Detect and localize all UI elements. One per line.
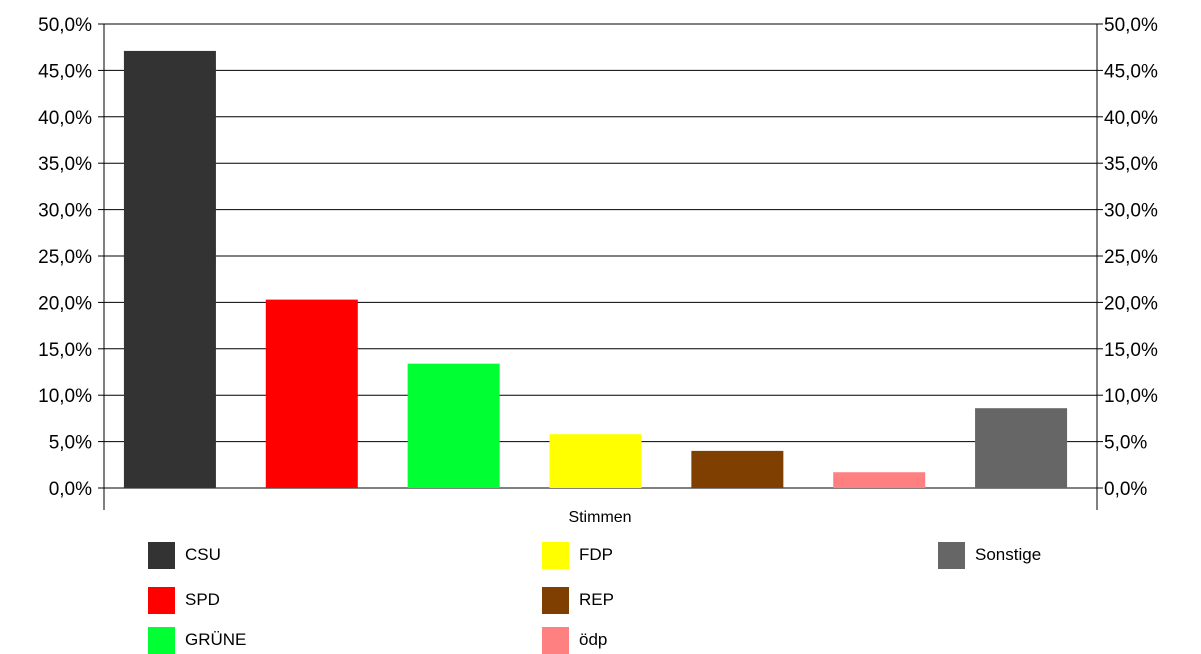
y-axis-left-ticks: 0,0% 5,0% 10,0% 15,0% 20,0% 25,0% 30,0% 35,0% 40… xyxy=(38,15,104,500)
y-tick-label-right: 45,0% xyxy=(1104,61,1158,82)
grid-lines xyxy=(104,23,1097,489)
y-tick-label-right: 10,0% xyxy=(1104,386,1158,407)
bars xyxy=(123,50,1068,489)
y-tick-label-right: 20,0% xyxy=(1104,293,1158,314)
y-tick-label-right: 35,0% xyxy=(1104,154,1158,175)
axes xyxy=(103,24,1098,510)
y-tick-label-right: 5,0% xyxy=(1104,433,1147,454)
y-tick-label-left: 5,0% xyxy=(49,433,92,454)
y-tick-label-left: 40,0% xyxy=(38,108,92,129)
y-tick-label-left: 30,0% xyxy=(38,201,92,222)
bar-fdp xyxy=(549,434,642,488)
y-tick-label-right: 0,0% xyxy=(1104,479,1147,500)
y-tick-label-left: 10,0% xyxy=(38,386,92,407)
y-tick-label-left: 25,0% xyxy=(38,247,92,268)
y-tick-label-left: 15,0% xyxy=(38,340,92,361)
bar-csu xyxy=(123,50,216,489)
bar-rep xyxy=(691,450,784,488)
y-tick-label-left: 50,0% xyxy=(38,15,92,36)
y-axis-right-ticks: 0,0% 5,0% 10,0% 15,0% 20,0% 25,0% 30,0% 35,0% 40… xyxy=(1097,15,1158,500)
y-tick-label-left: 35,0% xyxy=(38,154,92,175)
y-tick-label-right: 15,0% xyxy=(1104,340,1158,361)
x-axis-label: Stimmen xyxy=(568,509,631,526)
y-tick-label-right: 25,0% xyxy=(1104,247,1158,268)
y-tick-label-right: 40,0% xyxy=(1104,108,1158,129)
bar-grüne xyxy=(407,363,500,488)
bar-spd xyxy=(265,299,358,488)
y-tick-label-left: 45,0% xyxy=(38,61,92,82)
bar-ödp xyxy=(833,472,926,488)
y-tick-label-left: 20,0% xyxy=(38,293,92,314)
y-tick-label-right: 50,0% xyxy=(1104,15,1158,36)
bar-sonstige xyxy=(975,408,1068,488)
y-tick-label-left: 0,0% xyxy=(49,479,92,500)
y-tick-label-right: 30,0% xyxy=(1104,201,1158,222)
